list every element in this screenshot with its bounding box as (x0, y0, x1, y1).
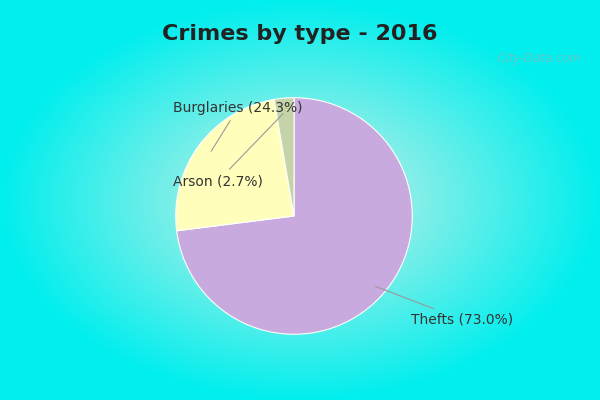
Wedge shape (274, 98, 294, 216)
Text: Burglaries (24.3%): Burglaries (24.3%) (173, 102, 302, 151)
Text: Thefts (73.0%): Thefts (73.0%) (375, 286, 513, 326)
Text: Crimes by type - 2016: Crimes by type - 2016 (162, 24, 438, 44)
Wedge shape (176, 100, 294, 231)
Wedge shape (176, 98, 412, 334)
Text: City-Data.com: City-Data.com (498, 52, 582, 65)
Text: Arson (2.7%): Arson (2.7%) (173, 114, 283, 188)
